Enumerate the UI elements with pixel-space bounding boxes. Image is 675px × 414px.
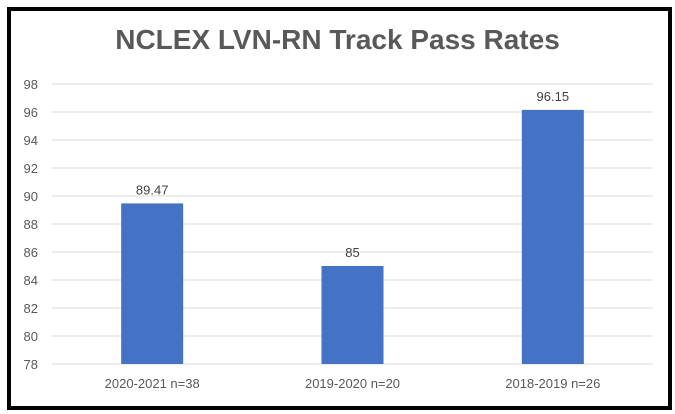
- bar: [321, 266, 384, 364]
- y-tick-label: 92: [24, 161, 38, 176]
- y-tick-label: 86: [24, 245, 38, 260]
- y-tick-label: 84: [24, 273, 38, 288]
- y-tick-label: 82: [24, 301, 38, 316]
- data-label: 89.47: [136, 182, 169, 197]
- chart-title: NCLEX LVN-RN Track Pass Rates: [115, 24, 560, 55]
- y-tick-label: 80: [24, 329, 38, 344]
- x-tick-label: 2018-2019 n=26: [505, 376, 600, 391]
- data-label: 96.15: [537, 89, 570, 104]
- x-tick-label: 2019-2020 n=20: [305, 376, 400, 391]
- y-tick-label: 94: [24, 133, 38, 148]
- bar: [521, 109, 584, 365]
- y-tick-label: 88: [24, 217, 38, 232]
- y-tick-label: 78: [24, 357, 38, 372]
- chart-frame: [7, 7, 672, 410]
- bar: [121, 203, 184, 364]
- y-tick-label: 96: [24, 105, 38, 120]
- y-tick-label: 98: [24, 77, 38, 92]
- data-label: 85: [345, 245, 359, 260]
- y-tick-label: 90: [24, 189, 38, 204]
- x-tick-label: 2020-2021 n=38: [105, 376, 200, 391]
